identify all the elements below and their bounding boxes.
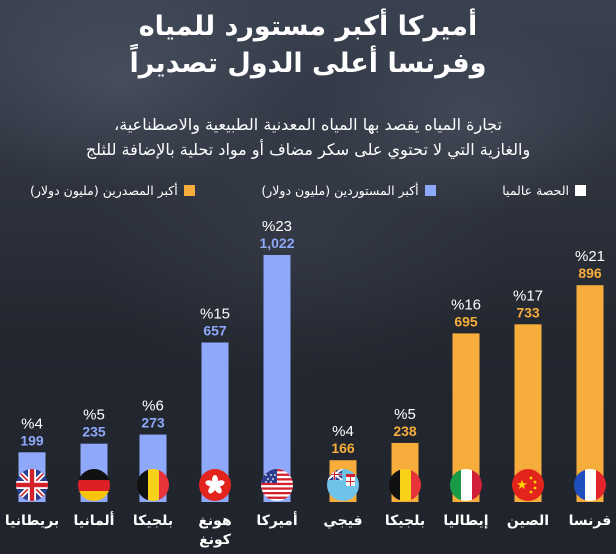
exporters-swatch [183,185,195,196]
fiji-flag-icon [327,469,359,501]
value-label: 273 [141,415,165,431]
share-label: %15 [200,306,230,323]
share-label: %6 [142,398,164,415]
legend-item-share: الحصة عالميا [502,183,586,198]
page-title: أميركا أكبر مستورد للمياه وفرنسا أعلى ال… [0,8,616,82]
uk-flag-icon [16,469,48,501]
title-line-2: وفرنسا أعلى الدول تصديراً [129,48,487,79]
legend-item-importers: أكبر المستوردين (مليون دولار) [261,183,436,198]
subtitle: تجارة المياه يقصد بها المياه المعدنية ال… [0,112,616,162]
belgium-flag-icon [389,469,421,501]
bar-exporter [576,285,604,502]
importers-swatch [424,185,436,196]
country-label: بريطانيا [4,513,60,529]
share-label: %17 [513,287,543,304]
germany-flag-icon [78,469,110,501]
country-label: أميركا [256,513,298,529]
country-label: بلجيكا [384,513,426,529]
hong-kong-flag-icon [199,469,231,501]
country-label: الصين [506,513,550,529]
france-flag-icon [574,469,606,501]
country-label: فرنسا [568,513,612,529]
value-label: 733 [516,304,540,320]
title-line-1: أميركا أكبر مستورد للمياه [138,11,478,42]
share-label: %16 [451,296,481,313]
bar-importer [263,255,291,502]
china-flag-icon: ★ [512,469,544,501]
share-label: %5 [394,406,416,423]
legend-item-exporters: أكبر المصدرين (مليون دولار) [30,183,195,198]
country-label: ألمانيا [73,513,115,529]
belgium-flag-icon [137,469,169,501]
share-label: %4 [21,415,43,432]
value-label: 166 [331,440,355,456]
legend: أكبر المصدرين (مليون دولار) أكبر المستور… [30,183,586,198]
subtitle-line-1: تجارة المياه يقصد بها المياه المعدنية ال… [114,115,502,134]
value-label: 235 [82,424,106,440]
value-label: 199 [20,432,44,448]
value-label: 1,022 [259,235,294,251]
value-label: 896 [578,265,602,281]
share-swatch [575,185,586,196]
value-label: 238 [393,423,417,439]
legend-label-share: الحصة عالميا [502,183,569,198]
share-label: %5 [83,407,105,424]
country-label: بلجيكا [132,513,174,529]
value-label: 695 [454,313,478,329]
us-flag-icon [261,469,293,501]
value-label: 657 [203,323,227,339]
svg-text:★: ★ [516,478,528,493]
country-label: فيجي [323,513,363,529]
share-label: %23 [262,218,292,235]
country-label: إيطاليا [443,513,489,529]
share-label: %4 [332,423,354,440]
share-label: %21 [575,248,605,265]
legend-label-importers: أكبر المستوردين (مليون دولار) [261,183,419,198]
subtitle-line-2: والغازية التي لا تحتوي على سكر مضاف أو م… [85,140,531,159]
country-label: هونغ كونغ [198,513,232,548]
italy-flag-icon [450,469,482,501]
legend-label-exporters: أكبر المصدرين (مليون دولار) [30,183,178,198]
